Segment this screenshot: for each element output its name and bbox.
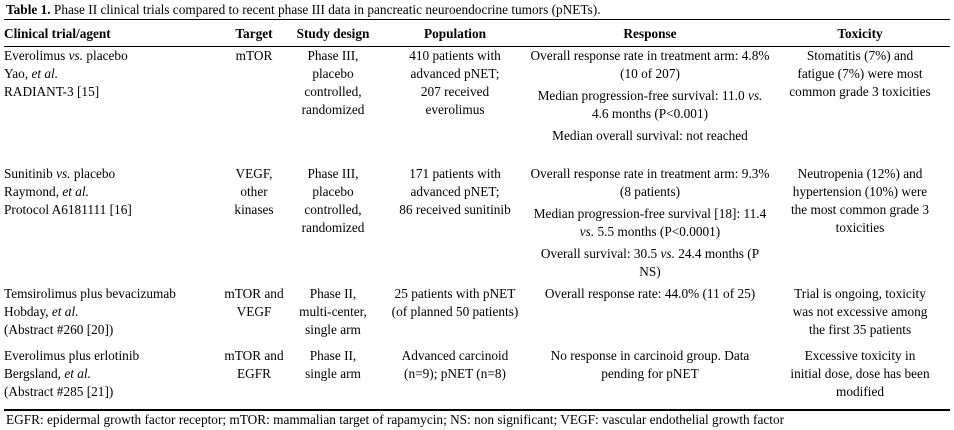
header-target: Target [235, 26, 273, 41]
cell-target: mTOR and EGFR [224, 348, 284, 381]
cell-agent: Everolimus vs. placebo Yao, et al. RADIA… [4, 48, 128, 99]
response-item: Overall response rate in treatment arm: … [530, 166, 770, 199]
table-footnote: EGFR: epidermal growth factor receptor; … [6, 412, 785, 427]
header-design: Study design [296, 26, 370, 41]
cell-toxicity: Excessive toxicity in initial dose, dose… [790, 348, 930, 399]
table-top-rule [4, 19, 950, 20]
cell-response: Overall response rate in treatment arm: … [530, 165, 770, 285]
response-item: Median progression-free survival: 11.0 v… [537, 88, 763, 121]
cell-target: mTOR and VEGF [224, 286, 284, 319]
cell-design: Phase II, multi-center, single arm [299, 286, 367, 337]
header-agent: Clinical trial/agent [4, 26, 111, 41]
table-caption: Table 1. Phase II clinical trials compar… [6, 1, 948, 19]
response-item: Overall response rate: 44.0% (11 of 25) [544, 286, 756, 301]
cell-agent: Everolimus plus erlotinib Bergsland, et … [4, 348, 140, 399]
table-bottom-rule [4, 409, 950, 411]
cell-design: Phase III, placebo controlled, randomize… [301, 48, 365, 117]
cell-response: Overall response rate: 44.0% (11 of 25) [530, 285, 770, 347]
cell-design: Phase III, placebo controlled, randomize… [301, 166, 365, 235]
cell-population: 410 patients with advanced pNET; 207 rec… [409, 48, 501, 117]
cell-target: VEGF, other kinases [234, 166, 274, 217]
response-item: No response in carcinoid group. Data pen… [550, 348, 750, 381]
clinical-trials-table: Clinical trial/agent Target Study design… [4, 25, 950, 401]
table-row: Sunitinib vs. placebo Raymond, et al. Pr… [4, 165, 950, 285]
header-response: Response [623, 26, 677, 41]
response-item: Overall survival: 30.5 vs. 24.4 months (… [540, 246, 760, 279]
cell-design: Phase II, single arm [305, 348, 361, 381]
response-item: Median overall survival: not reached [552, 128, 748, 143]
cell-target: mTOR [235, 48, 273, 63]
cell-response: Overall response rate in treatment arm: … [530, 47, 770, 165]
table-row: Everolimus plus erlotinib Bergsland, et … [4, 347, 950, 401]
cell-toxicity: Trial is ongoing, toxicity was not exces… [792, 286, 928, 337]
response-item: Median progression-free survival [18]: 1… [533, 206, 767, 239]
cell-response: No response in carcinoid group. Data pen… [530, 347, 770, 401]
cell-population: Advanced carcinoid (n=9); pNET (n=8) [401, 348, 509, 381]
header-population: Population [423, 26, 487, 41]
table-caption-label: Table 1. [6, 2, 51, 17]
table-caption-text: Phase II clinical trials compared to rec… [50, 2, 601, 17]
cell-agent: Sunitinib vs. placebo Raymond, et al. Pr… [4, 166, 132, 217]
table-header-row: Clinical trial/agent Target Study design… [4, 25, 950, 47]
cell-population: 171 patients with advanced pNET; 86 rece… [399, 166, 511, 217]
response-item: Overall response rate in treatment arm: … [530, 48, 770, 81]
cell-population: 25 patients with pNET (of planned 50 pat… [391, 286, 519, 319]
table-row: Everolimus vs. placebo Yao, et al. RADIA… [4, 47, 950, 165]
cell-toxicity: Stomatitis (7%) and fatigue (7%) were mo… [789, 48, 931, 99]
table-header-rule [4, 46, 950, 47]
table-row: Temsirolimus plus bevacizumab Hobday, et… [4, 285, 950, 347]
cell-toxicity: Neutropenia (12%) and hypertension (10%)… [790, 166, 930, 235]
header-toxicity: Toxicity [837, 26, 883, 41]
cell-agent: Temsirolimus plus bevacizumab Hobday, et… [4, 286, 176, 337]
